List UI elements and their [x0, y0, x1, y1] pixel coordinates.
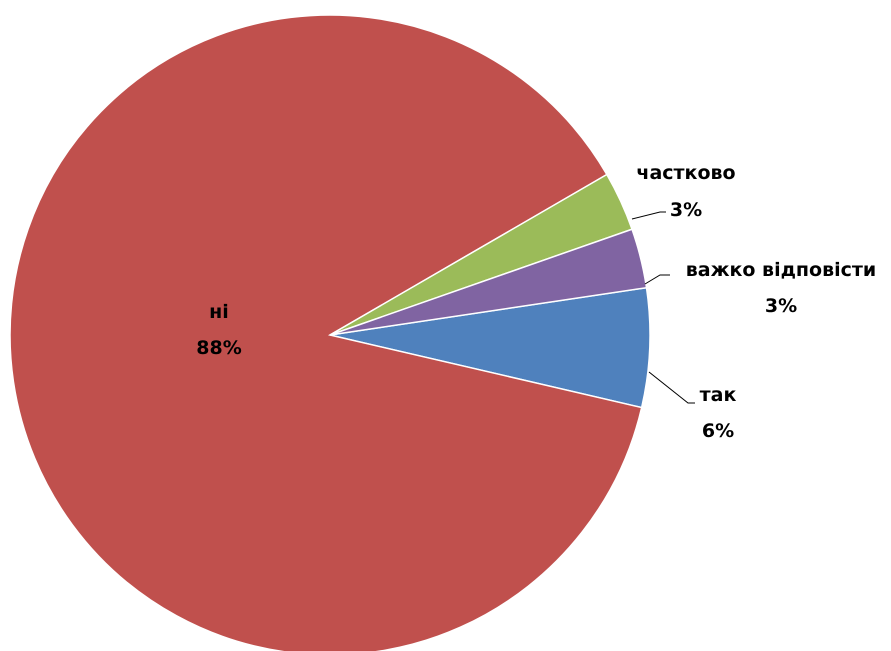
pie-slice-vazhko: [329, 228, 648, 336]
leader-line-chastkovo: [631, 211, 666, 220]
data-label-chastkovo-value: 3%: [670, 199, 702, 221]
data-label-tak-value: 6%: [702, 420, 734, 442]
data-label-vazhko-name: важко відповісти: [686, 259, 877, 281]
data-label-ni-name: ні: [209, 301, 229, 323]
data-label-vazhko-value: 3%: [765, 295, 797, 317]
label-group-ni: ні 88%: [196, 301, 241, 359]
label-group-vazhko: важко відповісти 3%: [644, 259, 877, 317]
label-group-chastkovo: частково 3%: [631, 162, 736, 221]
pie-slices: [9, 14, 651, 651]
data-label-chastkovo-name: частково: [636, 162, 735, 184]
pie-slice-ni: [9, 14, 643, 651]
label-group-tak: так 6%: [648, 371, 737, 442]
data-label-ni-value: 88%: [196, 337, 241, 359]
leader-line-vazhko: [644, 274, 670, 285]
leader-line-tak: [648, 371, 695, 404]
pie-slice-tak: [329, 286, 651, 409]
data-label-tak-name: так: [700, 384, 737, 406]
